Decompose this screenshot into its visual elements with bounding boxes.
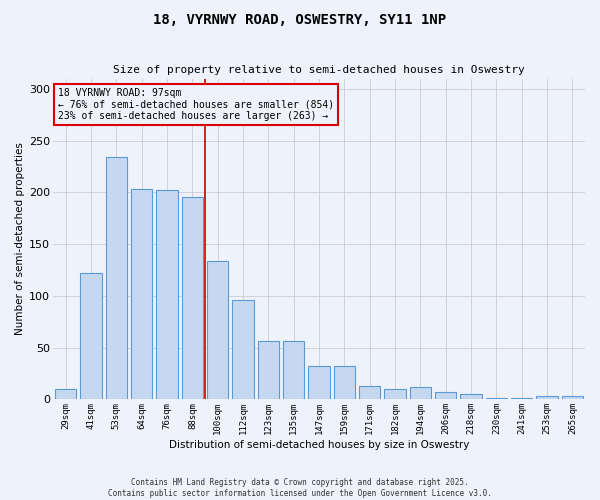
Bar bbox=[55, 389, 76, 400]
Bar bbox=[485, 398, 507, 400]
Y-axis label: Number of semi-detached properties: Number of semi-detached properties bbox=[15, 142, 25, 336]
Bar bbox=[308, 366, 330, 400]
Bar bbox=[283, 342, 304, 400]
Bar bbox=[156, 190, 178, 400]
Bar bbox=[536, 396, 558, 400]
Bar bbox=[80, 273, 102, 400]
Bar bbox=[410, 387, 431, 400]
Text: 18, VYRNWY ROAD, OSWESTRY, SY11 1NP: 18, VYRNWY ROAD, OSWESTRY, SY11 1NP bbox=[154, 12, 446, 26]
Bar bbox=[207, 260, 229, 400]
Text: 18 VYRNWY ROAD: 97sqm
← 76% of semi-detached houses are smaller (854)
23% of sem: 18 VYRNWY ROAD: 97sqm ← 76% of semi-deta… bbox=[58, 88, 335, 122]
X-axis label: Distribution of semi-detached houses by size in Oswestry: Distribution of semi-detached houses by … bbox=[169, 440, 469, 450]
Bar bbox=[232, 300, 254, 400]
Bar bbox=[257, 342, 279, 400]
Text: Contains HM Land Registry data © Crown copyright and database right 2025.
Contai: Contains HM Land Registry data © Crown c… bbox=[108, 478, 492, 498]
Bar bbox=[106, 157, 127, 400]
Bar bbox=[460, 394, 482, 400]
Bar bbox=[435, 392, 457, 400]
Bar bbox=[562, 396, 583, 400]
Bar bbox=[334, 366, 355, 400]
Bar bbox=[131, 190, 152, 400]
Bar bbox=[359, 386, 380, 400]
Bar bbox=[182, 196, 203, 400]
Title: Size of property relative to semi-detached houses in Oswestry: Size of property relative to semi-detach… bbox=[113, 65, 525, 75]
Bar bbox=[511, 398, 532, 400]
Bar bbox=[384, 389, 406, 400]
